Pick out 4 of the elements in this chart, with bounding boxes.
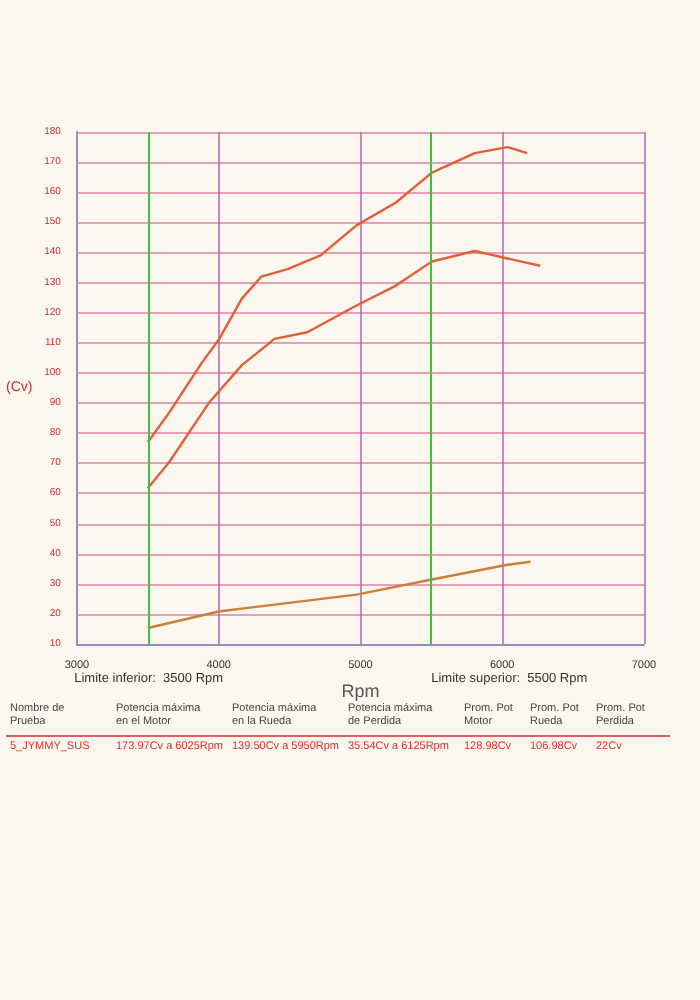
x-axis-title: Rpm: [341, 680, 380, 701]
line-series: [146, 249, 542, 490]
line-series: [146, 145, 529, 444]
line-series: [146, 560, 532, 630]
